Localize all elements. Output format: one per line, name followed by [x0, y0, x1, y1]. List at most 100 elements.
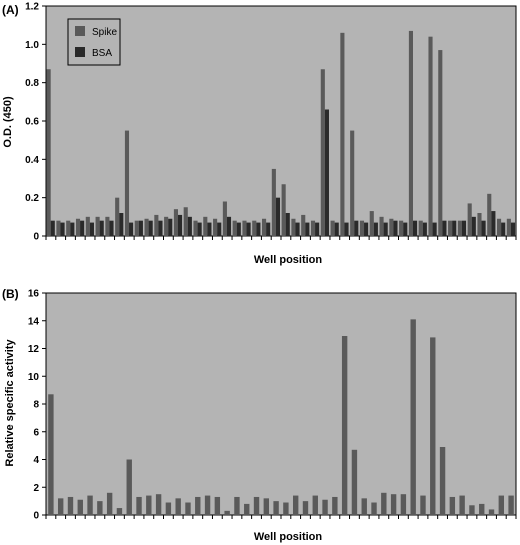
- bar-a-spike-15: [193, 220, 198, 236]
- bar-a-spike-11: [154, 214, 159, 236]
- bar-a-bsa-33: [373, 222, 378, 236]
- bar-a-spike-47: [506, 218, 511, 236]
- bar-a-bsa-32: [364, 222, 369, 236]
- bar-a-spike-37: [408, 30, 413, 237]
- bar-a-spike-21: [252, 220, 257, 236]
- bar-b-series-27: [312, 495, 318, 515]
- bar-b-series-32: [361, 498, 367, 515]
- bar-a-spike-41: [448, 220, 453, 236]
- bar-b-series-14: [185, 502, 191, 515]
- bar-a-bsa-30: [344, 222, 349, 236]
- bar-a-bsa-29: [334, 222, 339, 236]
- bar-a-bsa-20: [246, 222, 251, 236]
- bar-a-bsa-46: [501, 222, 506, 236]
- bar-a-spike-38: [418, 220, 423, 236]
- bar-b-series-42: [459, 495, 465, 515]
- bar-a-bsa-22: [266, 222, 271, 236]
- bar-a-spike-42: [457, 220, 462, 236]
- bar-b-series-47: [508, 495, 514, 515]
- bar-b-series-11: [155, 494, 162, 515]
- bar-a-spike-2: [66, 220, 71, 236]
- bar-a-bsa-10: [148, 220, 153, 236]
- bar-b-series-15: [195, 496, 201, 515]
- bar-a-bsa-8: [129, 222, 134, 236]
- bar-b-series-44: [479, 503, 485, 515]
- ytick-label-b-4: 8: [33, 400, 39, 411]
- bar-a-spike-18: [222, 201, 227, 236]
- bar-a-spike-6: [105, 216, 110, 236]
- bar-b-series-31: [351, 449, 358, 515]
- bar-b-series-25: [292, 495, 299, 515]
- ytick-label-b-3: 6: [33, 427, 39, 438]
- bar-a-spike-9: [134, 220, 139, 236]
- bar-a-bsa-1: [60, 222, 65, 236]
- bar-a-bsa-38: [422, 222, 427, 236]
- bar-b-series-26: [302, 501, 309, 516]
- bar-b-series-17: [214, 496, 221, 515]
- bar-b-series-41: [449, 496, 456, 515]
- legend-label-spike: Spike: [92, 27, 117, 38]
- ytick-label-a-0: 0: [33, 232, 39, 243]
- bar-a-spike-0: [46, 69, 51, 236]
- bar-a-spike-26: [301, 214, 306, 236]
- bar-b-series-19: [234, 496, 240, 515]
- legend-swatch-bsa: [75, 47, 85, 57]
- bar-a-bsa-6: [109, 220, 114, 236]
- ytick-label-a-3: 0.6: [25, 117, 39, 128]
- bar-a-bsa-36: [403, 222, 408, 236]
- ytick-label-a-4: 0.8: [25, 78, 39, 89]
- bar-a-bsa-41: [452, 220, 457, 236]
- ytick-label-a-6: 1.2: [25, 2, 39, 13]
- bar-a-bsa-18: [226, 216, 232, 236]
- bar-a-bsa-24: [285, 213, 290, 236]
- ytick-label-b-5: 10: [28, 372, 40, 383]
- bar-a-spike-19: [232, 220, 237, 236]
- bar-b-series-18: [224, 510, 230, 515]
- bar-a-spike-10: [144, 218, 149, 236]
- bar-a-spike-35: [389, 218, 394, 236]
- panel-b-chart: (B) 0 2 4 6 8 10 12 14 16 Relative specific acti…: [2, 287, 517, 543]
- bar-a-spike-43: [467, 203, 472, 236]
- bar-b-series-16: [204, 495, 211, 515]
- bar-a-spike-45: [487, 193, 492, 236]
- panel-b-ylabel: Relative specific activity: [4, 339, 16, 467]
- bar-a-spike-3: [75, 218, 81, 236]
- bar-a-bsa-7: [119, 213, 124, 236]
- ytick-label-b-1: 2: [33, 483, 39, 494]
- bar-a-spike-33: [369, 211, 374, 236]
- bar-a-bsa-15: [197, 222, 202, 236]
- bar-a-spike-25: [291, 218, 296, 236]
- bar-a-spike-32: [359, 220, 365, 236]
- ytick-label-b-7: 14: [28, 316, 40, 327]
- bar-b-series-3: [77, 499, 83, 515]
- bar-b-series-28: [322, 499, 328, 515]
- bar-b-series-29: [332, 496, 338, 515]
- bar-b-series-1: [57, 498, 64, 515]
- bar-a-bsa-34: [383, 222, 388, 236]
- bar-a-bsa-14: [187, 216, 192, 236]
- bar-a-bsa-2: [70, 222, 75, 236]
- panel-a-label: (A): [2, 3, 19, 17]
- panel-b-plot-area: [45, 292, 517, 516]
- bar-a-spike-8: [124, 130, 130, 236]
- ytick-label-a-2: 0.4: [25, 155, 39, 166]
- bar-a-spike-36: [399, 220, 404, 236]
- bar-b-series-24: [283, 502, 289, 515]
- bar-a-spike-30: [340, 32, 345, 236]
- bar-a-bsa-35: [393, 220, 398, 236]
- bar-a-bsa-26: [305, 222, 310, 236]
- bar-a-spike-14: [183, 207, 188, 236]
- bar-b-series-38: [420, 495, 426, 515]
- bar-a-bsa-37: [412, 220, 418, 236]
- bar-b-series-30: [341, 336, 348, 515]
- bar-a-bsa-3: [80, 220, 85, 236]
- bar-a-bsa-16: [207, 222, 212, 236]
- panel-a-plot-area: [45, 5, 517, 237]
- bar-a-spike-23: [271, 168, 276, 236]
- bar-a-spike-12: [164, 216, 169, 236]
- bar-b-series-45: [488, 509, 495, 515]
- bar-a-bsa-44: [481, 220, 486, 236]
- bar-b-series-34: [381, 492, 387, 515]
- bar-b-series-6: [106, 492, 113, 515]
- bar-b-series-36: [400, 494, 407, 515]
